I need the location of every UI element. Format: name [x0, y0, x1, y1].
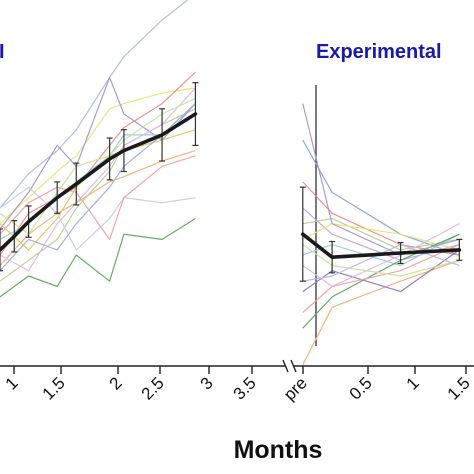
- left-mean-line: [0, 112, 198, 252]
- right-tick-label-3: 1: [403, 373, 423, 393]
- left-subject-line-10: [0, 87, 196, 272]
- right-subject-line-7: [302, 259, 460, 366]
- left-subject-line-8: [0, 217, 196, 298]
- left-tick-label-2: 1.5: [39, 373, 69, 403]
- left-subject-lines: [0, 0, 196, 298]
- right-subject-line-8: [302, 233, 460, 329]
- left-tick-label-5: 3: [197, 373, 217, 393]
- left-subject-line-13: [0, 155, 196, 240]
- right-subject-line-5: [302, 223, 460, 251]
- right-x-ticks: pre 0.5 1 1.5: [280, 366, 474, 404]
- left-subject-line-1: [0, 0, 189, 209]
- left-subject-line-3: [0, 71, 196, 256]
- left-tick-label-3: 2: [106, 373, 126, 393]
- right-subject-line-14: [302, 103, 460, 256]
- right-tick-label-4: 1.5: [444, 373, 474, 403]
- left-mean-line-group: [0, 82, 199, 272]
- right-panel: Experimental pre 0.5 1 1.5: [280, 41, 474, 404]
- left-subject-line-14: [0, 97, 196, 235]
- left-subject-line-2: [0, 87, 196, 225]
- right-tick-label-2: 0.5: [346, 373, 376, 403]
- left-panel-title: I: [0, 41, 5, 63]
- left-panel: I 1 1.5 2 2.5 3 3.5: [0, 0, 286, 404]
- left-subject-line-9: [0, 186, 196, 251]
- right-mean-line: [300, 232, 462, 260]
- left-x-ticks: 1 1.5 2 2.5 3 3.5: [2, 366, 260, 404]
- right-subject-line-9: [302, 249, 460, 293]
- left-tick-label-1: 1: [2, 373, 22, 393]
- left-tick-label-6: 3.5: [230, 373, 260, 403]
- right-subject-line-4: [302, 217, 460, 251]
- right-subject-line-11: [302, 244, 460, 282]
- left-subject-line-7: [0, 150, 196, 266]
- right-panel-title: Experimental: [316, 41, 442, 63]
- left-error-bar-1: [0, 228, 3, 272]
- left-subject-line-4: [0, 108, 196, 282]
- right-tick-label-1: pre: [280, 373, 311, 404]
- right-subject-line-13: [302, 244, 460, 277]
- right-subject-line-12: [302, 244, 460, 313]
- right-mean-line-group: [299, 186, 463, 282]
- x-axis-title: Months: [234, 436, 323, 464]
- right-subject-lines: [302, 103, 460, 366]
- left-subject-line-12: [0, 103, 196, 272]
- left-tick-label-4: 2.5: [138, 373, 168, 403]
